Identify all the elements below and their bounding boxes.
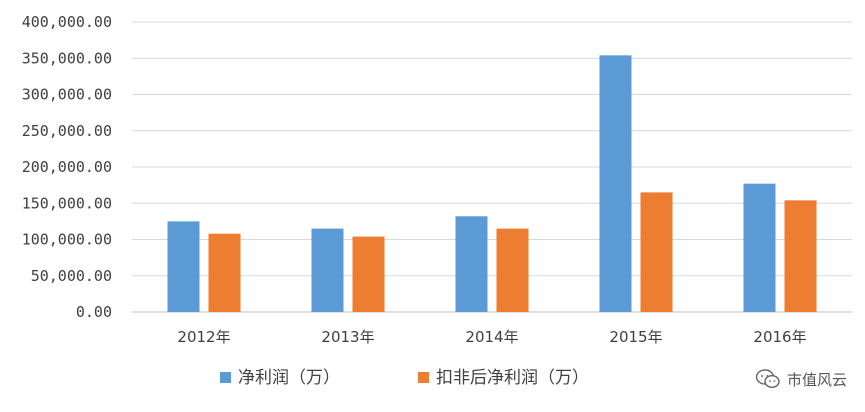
bar-deducted-net-profit — [496, 228, 529, 312]
bar-deducted-net-profit — [784, 200, 817, 312]
y-tick-label: 300,000.00 — [22, 86, 112, 104]
y-tick-label: 50,000.00 — [31, 267, 112, 285]
bar-net-profit — [167, 221, 200, 312]
x-tick-label: 2015年 — [609, 328, 662, 346]
bar-deducted-net-profit — [640, 192, 673, 312]
bars — [167, 55, 817, 312]
bar-net-profit — [311, 228, 344, 312]
watermark-text: 市值风云 — [786, 370, 847, 389]
x-tick-label: 2016年 — [753, 328, 806, 346]
legend-label: 扣非后净利润（万） — [436, 368, 589, 388]
y-tick-label: 250,000.00 — [22, 122, 112, 140]
bar-deducted-net-profit — [352, 236, 385, 312]
legend-swatch — [418, 372, 429, 383]
y-tick-label: 350,000.00 — [22, 49, 112, 67]
x-tick-label: 2012年 — [177, 328, 230, 346]
x-tick-label: 2013年 — [321, 328, 374, 346]
x-axis-tick-labels: 2012年 2013年 2014年 2015年 2016年 — [177, 328, 806, 346]
watermark: 市值风云 — [755, 368, 847, 390]
legend: 净利润（万） 扣非后净利润（万） — [220, 368, 589, 388]
bar-net-profit — [599, 55, 632, 312]
y-tick-label: 100,000.00 — [22, 231, 112, 249]
y-tick-label: 400,000.00 — [22, 13, 112, 31]
y-axis-tick-labels: 0.00 50,000.00 100,000.00 150,000.00 200,000… — [22, 13, 112, 321]
bar-net-profit — [743, 183, 776, 312]
y-tick-label: 0.00 — [76, 303, 112, 321]
x-tick-label: 2014年 — [465, 328, 518, 346]
legend-label: 净利润（万） — [238, 368, 340, 388]
gridlines — [132, 21, 852, 313]
bar-net-profit — [455, 216, 488, 312]
bar-deducted-net-profit — [208, 233, 241, 312]
y-tick-label: 150,000.00 — [22, 194, 112, 212]
y-tick-label: 200,000.00 — [22, 158, 112, 176]
wechat-icon — [755, 369, 780, 389]
legend-swatch — [220, 372, 231, 383]
